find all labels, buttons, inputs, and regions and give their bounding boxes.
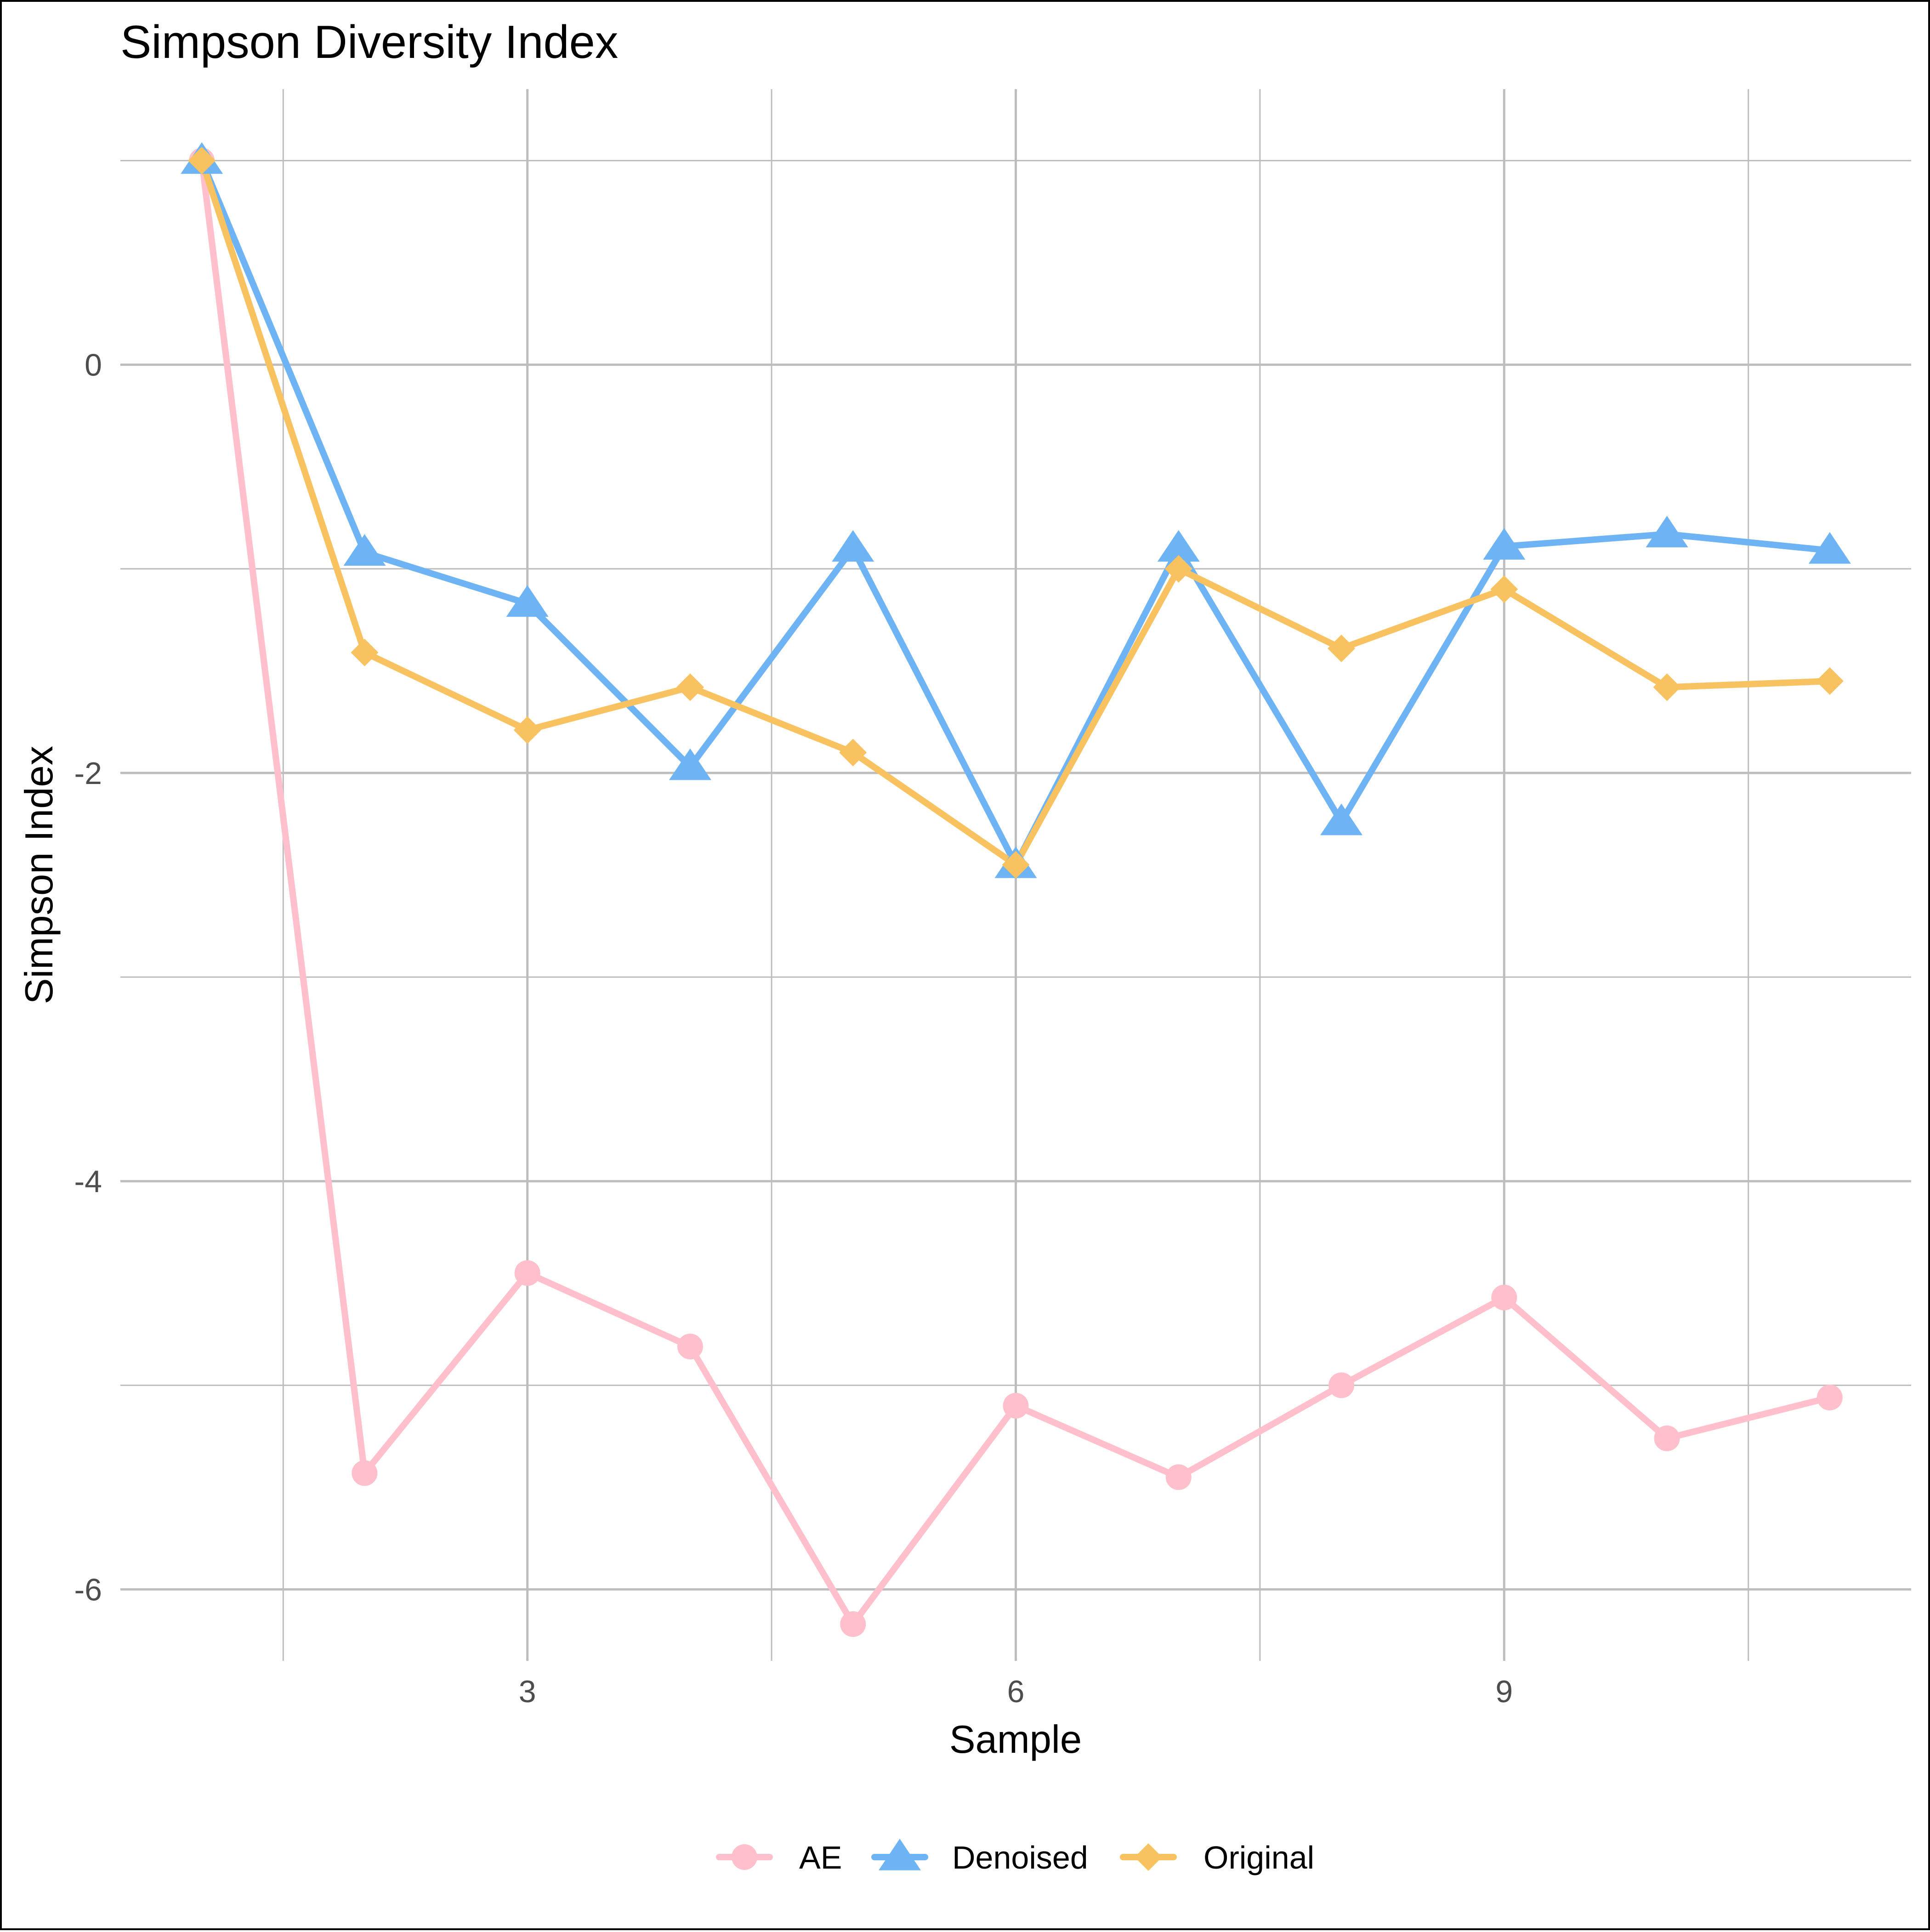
data-point-ae <box>840 1611 866 1637</box>
data-point-original <box>1816 667 1844 695</box>
legend-label-original: Original <box>1203 1840 1314 1875</box>
legend-label-ae: AE <box>799 1840 842 1875</box>
legend-item-original: Original <box>1120 1840 1314 1875</box>
chart-title: Simpson Diversity Index <box>120 17 618 68</box>
x-tick-label: 6 <box>1007 1674 1025 1709</box>
data-point-ae <box>1328 1372 1355 1398</box>
legend-item-denoised: Denoised <box>871 1839 1088 1875</box>
data-point-denoised <box>343 534 386 566</box>
data-point-denoised <box>506 585 549 617</box>
data-point-ae <box>1654 1425 1680 1451</box>
data-point-original <box>1328 634 1356 662</box>
legend-key-marker-ae <box>732 1844 757 1870</box>
data-point-ae <box>1816 1385 1843 1411</box>
data-point-original <box>1653 673 1681 701</box>
data-point-denoised <box>1157 530 1200 562</box>
y-tick-label: -2 <box>74 756 102 791</box>
data-point-ae <box>1003 1392 1029 1419</box>
data-point-original <box>188 147 216 175</box>
x-tick-label: 9 <box>1495 1674 1513 1709</box>
data-point-original <box>1490 575 1518 603</box>
tick-labels: 3 6 9 0 -2 -4 -6 <box>74 348 1513 1709</box>
y-tick-label: 0 <box>85 348 102 383</box>
data-point-original <box>351 638 379 666</box>
data-point-denoised <box>1320 803 1363 835</box>
legend-label-denoised: Denoised <box>952 1840 1088 1875</box>
data-point-original <box>676 673 704 701</box>
y-tick-label: -4 <box>74 1164 102 1199</box>
data-point-denoised <box>1808 532 1851 564</box>
data-point-denoised <box>832 530 874 562</box>
series-markers <box>181 142 1851 1637</box>
data-point-ae <box>1165 1464 1192 1490</box>
y-tick-label: -6 <box>74 1573 102 1608</box>
x-axis-title: Sample <box>949 1718 1082 1762</box>
data-point-original <box>513 716 541 744</box>
legend-key-marker-denoised <box>879 1839 921 1870</box>
x-tick-label: 3 <box>519 1674 536 1709</box>
data-point-ae <box>677 1334 703 1359</box>
data-point-ae <box>352 1460 378 1486</box>
data-point-ae <box>1491 1284 1517 1311</box>
legend-key-marker-original <box>1135 1843 1162 1871</box>
data-point-original <box>839 739 867 767</box>
data-point-denoised <box>1646 516 1688 548</box>
y-axis-title: Simpson Index <box>17 746 61 1004</box>
data-point-original <box>1002 851 1030 879</box>
data-point-ae <box>514 1260 540 1286</box>
legend: AE Denoised Original <box>716 1839 1314 1875</box>
legend-item-ae: AE <box>716 1840 842 1875</box>
data-point-denoised <box>669 748 711 780</box>
data-point-denoised <box>1483 528 1526 560</box>
data-point-original <box>1164 555 1192 583</box>
